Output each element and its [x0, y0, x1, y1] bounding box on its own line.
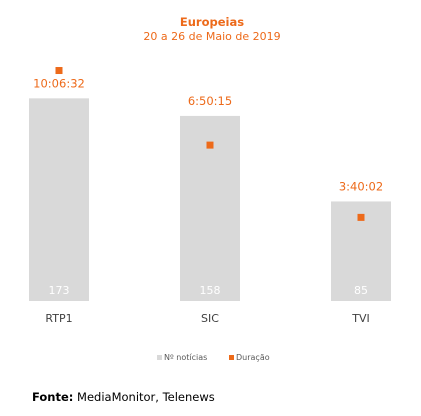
duration-value-label: 10:06:32: [33, 76, 85, 90]
duration-marker-sic: [206, 141, 214, 149]
legend-label-bars: Nº notícias: [164, 353, 207, 362]
legend-label-duration: Duração: [236, 353, 270, 362]
legend: Nº notícias Duração: [157, 353, 270, 362]
markers-layer: [55, 67, 365, 221]
duration-value-label: 3:40:02: [339, 179, 383, 193]
source-note: Fonte: MediaMonitor, Telenews: [32, 390, 215, 404]
legend-swatch-bars: [157, 355, 162, 360]
chart: Europeias 20 a 26 de Maio de 2019 173 10:…: [29, 15, 391, 362]
bar-value-label: 85: [354, 284, 368, 297]
chart-subtitle: 20 a 26 de Maio de 2019: [143, 30, 280, 43]
category-label: SIC: [201, 312, 219, 325]
bar-value-label: 173: [49, 284, 70, 297]
legend-swatch-duration: [229, 355, 234, 360]
bars-layer: [29, 98, 391, 302]
bar-value-label: 158: [200, 284, 221, 297]
chart-title: Europeias: [180, 15, 244, 29]
duration-marker-tvi: [357, 213, 365, 221]
bar-rtp1: [29, 98, 89, 301]
category-label: RTP1: [45, 312, 72, 325]
category-label: TVI: [351, 312, 370, 325]
source-text: MediaMonitor, Telenews: [77, 390, 215, 404]
labels-layer: 173 10:06:32 RTP1 158 6:50:15 SIC 85 3:40:02 TVI: [33, 76, 383, 325]
source-label: Fonte:: [32, 390, 74, 404]
duration-value-label: 6:50:15: [188, 94, 232, 108]
duration-marker-rtp1: [55, 67, 63, 75]
